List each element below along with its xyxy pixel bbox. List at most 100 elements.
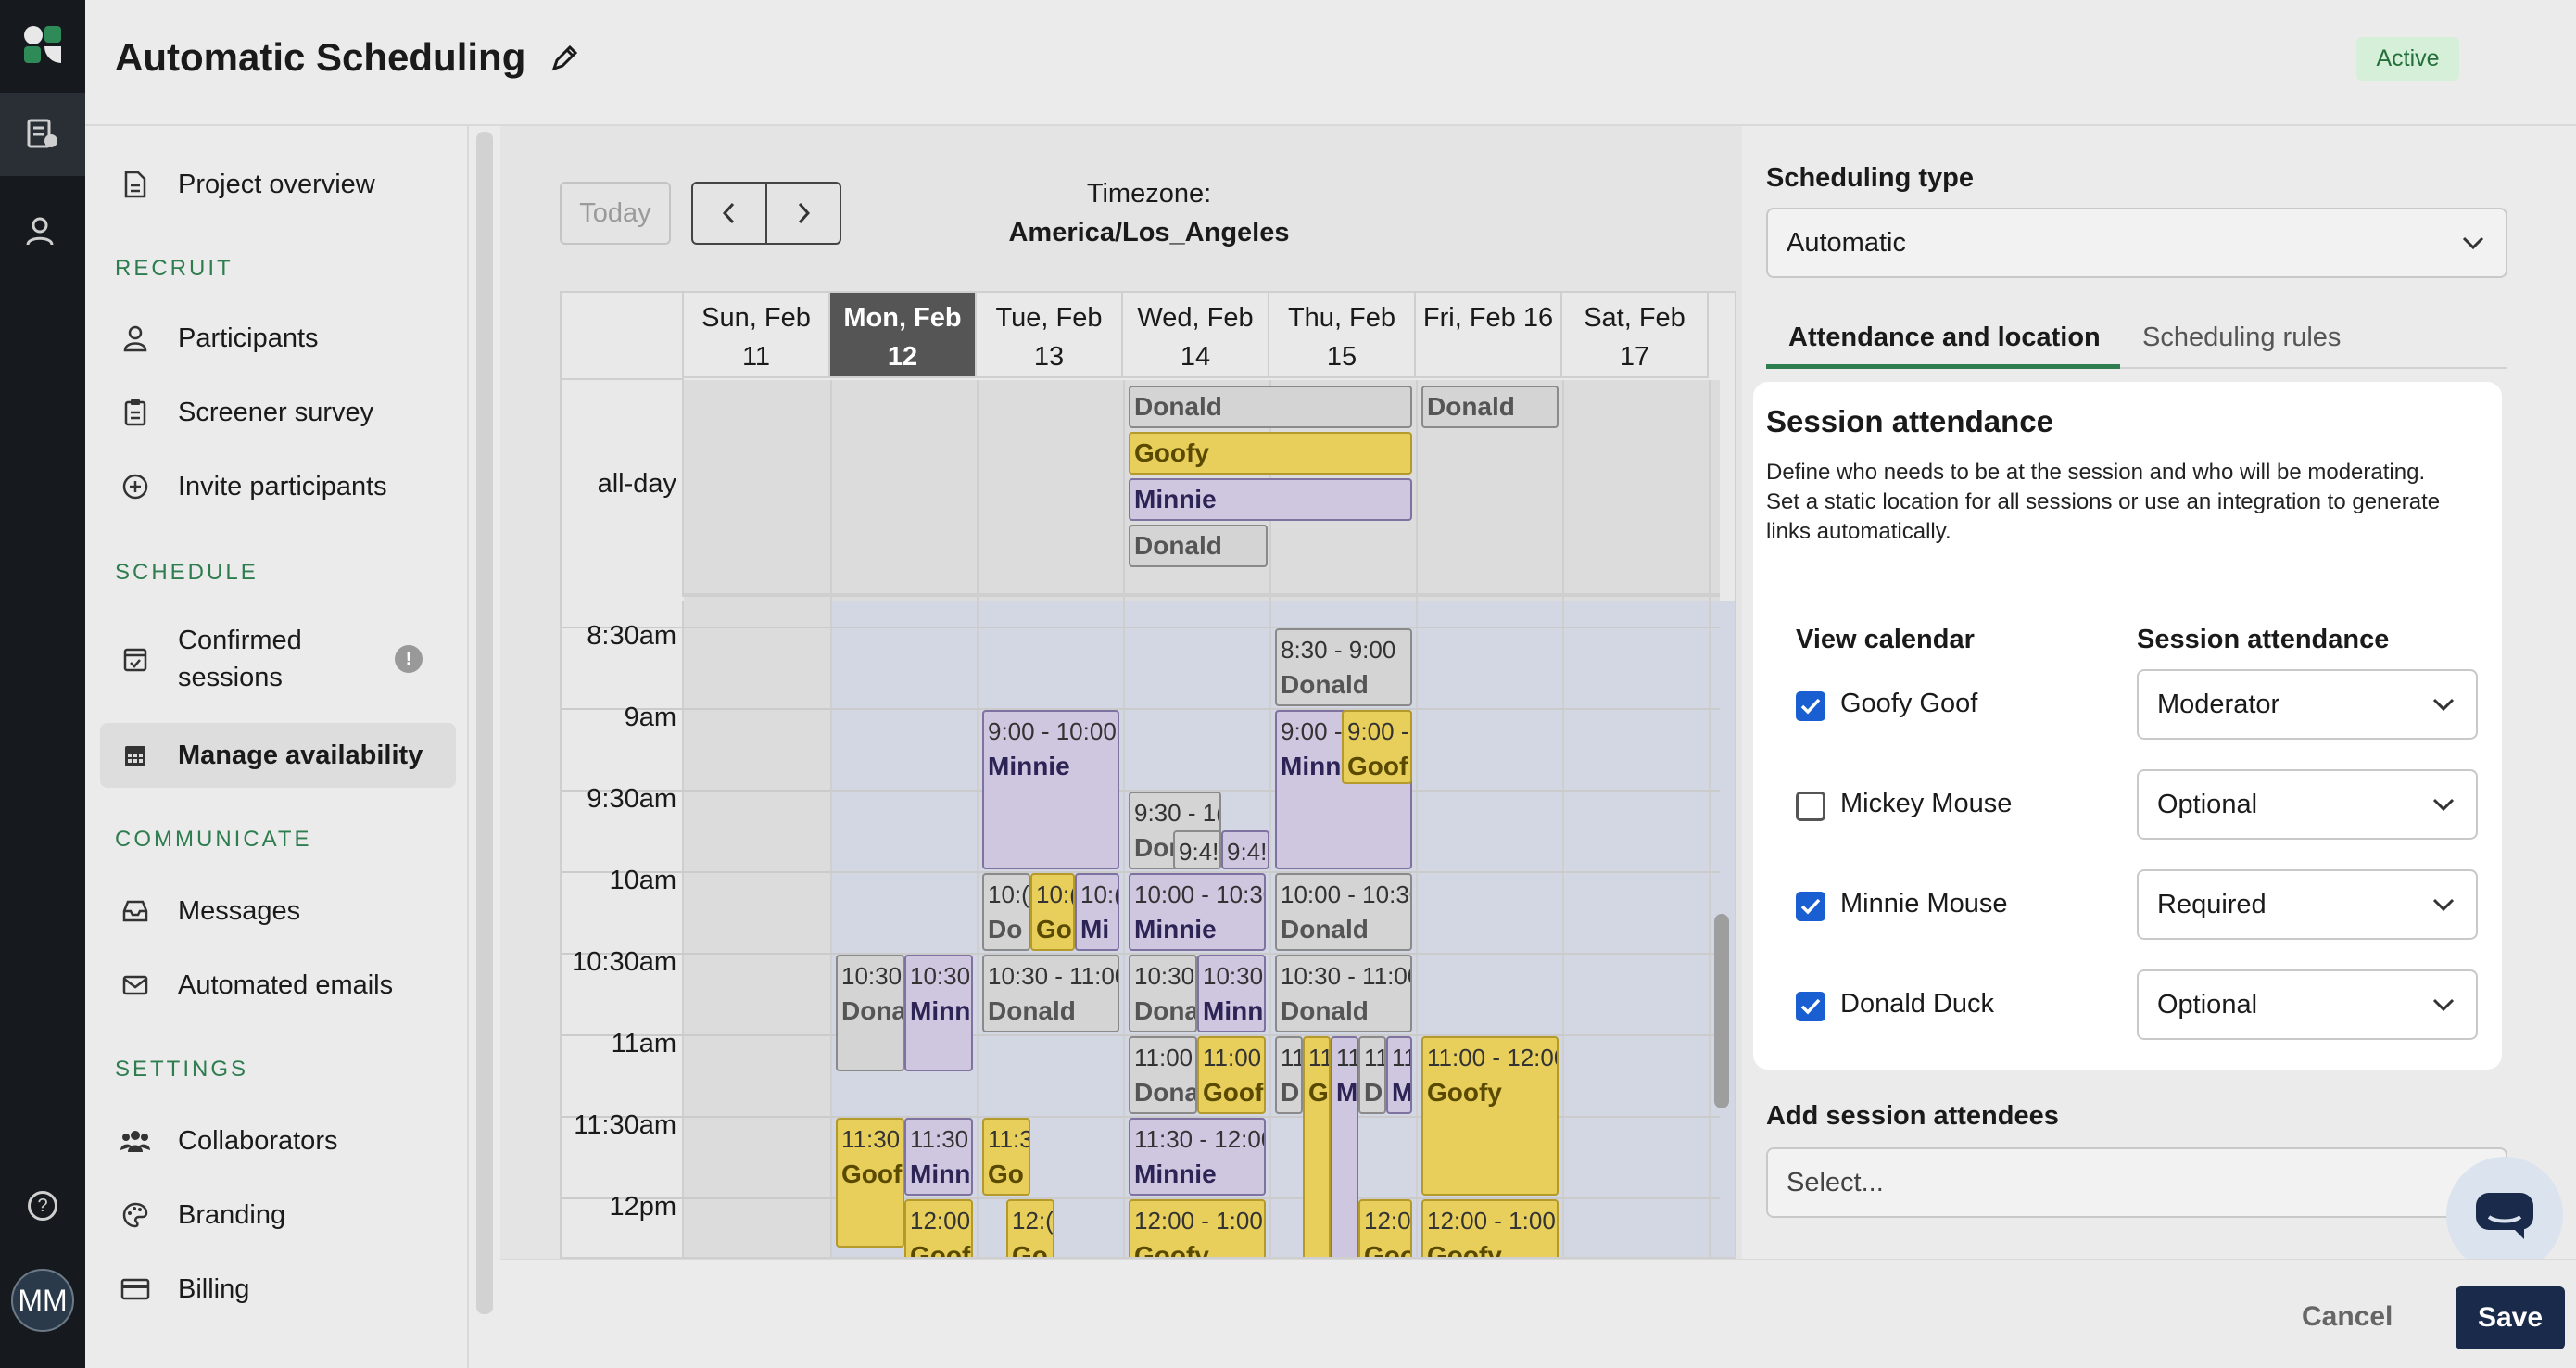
calendar-event[interactable]: 11:30 - 12:00 Minnie: [1129, 1118, 1266, 1196]
corner-cell: [562, 293, 684, 380]
calendar-event[interactable]: 10:( Do: [982, 873, 1030, 951]
plus-circle-icon: [117, 473, 154, 500]
calendar-event[interactable]: 10:30 Minn: [904, 955, 973, 1071]
checkbox-goofy[interactable]: [1796, 691, 1825, 721]
tab-attendance-location[interactable]: Attendance and location: [1766, 319, 2120, 369]
calendar-event[interactable]: 10:(Go: [1030, 873, 1075, 951]
calendar-event[interactable]: 12:0 Goo: [1358, 1199, 1412, 1257]
add-attendees-select[interactable]: Select...: [1766, 1147, 2507, 1218]
sidebar-item-screener-survey[interactable]: Screener survey: [100, 384, 456, 441]
event-time: 10:(: [988, 880, 1029, 908]
calendar-event[interactable]: 12:(Go: [1006, 1199, 1054, 1257]
card-description-line: links automatically.: [1766, 519, 1951, 544]
calendar-event[interactable]: 11 M: [1331, 1036, 1358, 1257]
calendar-event[interactable]: 11:00 Goof: [1197, 1036, 1266, 1114]
prev-week-button[interactable]: [691, 182, 767, 245]
calendar-event[interactable]: 12:00 - 1:00 Goofy: [1421, 1199, 1559, 1257]
allday-event-minnie[interactable]: Minnie: [1129, 478, 1412, 521]
sidebar-item-manage-availability[interactable]: Manage availability: [100, 723, 456, 788]
calendar-event[interactable]: 9:00 - Goof: [1342, 710, 1412, 784]
day-header-wed[interactable]: Wed, Feb 14: [1123, 293, 1269, 378]
day-header-sun[interactable]: Sun, Feb 11: [684, 293, 830, 378]
event-name: Do: [988, 915, 1023, 944]
calendar-event[interactable]: 10:30 Minn: [1197, 955, 1266, 1032]
app-logo[interactable]: [0, 19, 85, 70]
calendar-event[interactable]: 10:(Mi: [1075, 873, 1119, 951]
calendar-event[interactable]: 9:00 - 10:00 Minnie: [982, 710, 1119, 869]
calendar-event[interactable]: 10:30 Dona: [836, 955, 904, 1071]
sidebar-item-automated-emails[interactable]: Automated emails: [100, 956, 456, 1014]
calendar-event[interactable]: 11 D: [1358, 1036, 1386, 1114]
cancel-button[interactable]: Cancel: [2302, 1301, 2393, 1332]
sidebar-item-invite-participants[interactable]: Invite participants: [100, 458, 456, 515]
time-label: 11am: [611, 1029, 676, 1058]
calendar-event[interactable]: 11:00 Dona: [1129, 1036, 1197, 1114]
day-header-tue[interactable]: Tue, Feb 13: [977, 293, 1123, 378]
save-button[interactable]: Save: [2456, 1286, 2565, 1349]
calendar-event[interactable]: 11 M: [1386, 1036, 1412, 1114]
allday-event-donald[interactable]: Donald: [1129, 525, 1268, 567]
attendance-select-donald[interactable]: Optional: [2137, 969, 2478, 1040]
calendar-event[interactable]: 10:00 - 10:30 Donald: [1275, 873, 1412, 951]
sidebar-item-confirmed-sessions[interactable]: Confirmed sessions !: [100, 617, 456, 701]
allday-event-donald[interactable]: Donald: [1129, 386, 1412, 428]
sidebar-item-project-overview[interactable]: Project overview: [100, 156, 456, 213]
calendar-event[interactable]: 9:4!: [1221, 830, 1269, 869]
day-header-thu[interactable]: Thu, Feb 15: [1269, 293, 1416, 378]
checkbox-donald[interactable]: [1796, 992, 1825, 1021]
calendar-event[interactable]: 10:30 - 11:00 Donald: [982, 955, 1119, 1032]
calendar-event[interactable]: 10:00 - 10:30 Minnie: [1129, 873, 1266, 951]
calendar-event[interactable]: 11 D: [1275, 1036, 1303, 1114]
calendar-event[interactable]: 11:3 Go: [982, 1118, 1030, 1196]
sidebar-item-collaborators[interactable]: Collaborators: [100, 1112, 456, 1170]
allday-event-goofy[interactable]: Goofy: [1129, 432, 1412, 475]
checkbox-mickey[interactable]: [1796, 792, 1825, 821]
sidebar-item-messages[interactable]: Messages: [100, 882, 456, 940]
tab-label: Scheduling rules: [2142, 323, 2342, 352]
scheduling-type-select[interactable]: Automatic: [1766, 208, 2507, 278]
day-header-line1: Fri, Feb 16: [1422, 303, 1554, 333]
help-icon[interactable]: ?: [0, 1183, 85, 1229]
column-header-view-calendar: View calendar: [1796, 625, 1975, 654]
sidebar-item-label-line1: Confirmed: [178, 626, 302, 655]
edit-title-icon[interactable]: [549, 43, 580, 79]
calendar-event[interactable]: 9:4!: [1173, 830, 1221, 869]
attendance-select-mickey[interactable]: Optional: [2137, 769, 2478, 840]
projects-nav-icon[interactable]: [0, 93, 85, 176]
checkbox-minnie[interactable]: [1796, 892, 1825, 921]
calendar-event[interactable]: 12:00 Goof: [904, 1199, 973, 1257]
calendar-event[interactable]: 10:30 Dona: [1129, 955, 1197, 1032]
sidebar-scrollbar[interactable]: [476, 132, 493, 1314]
calendar-event[interactable]: 11:00 - 12:00 Goofy: [1421, 1036, 1559, 1196]
sidebar-item-label: Manage availability: [178, 740, 423, 770]
people-nav-icon[interactable]: [0, 206, 85, 258]
today-button[interactable]: Today: [560, 182, 671, 245]
calendar-event[interactable]: 8:30 - 9:00 Donald: [1275, 628, 1412, 706]
calendar-event[interactable]: 12:00 - 1:00 Goofy: [1129, 1199, 1266, 1257]
next-week-button[interactable]: [765, 182, 841, 245]
document-icon: [117, 171, 154, 198]
allday-event-donald[interactable]: Donald: [1421, 386, 1559, 428]
sidebar-item-branding[interactable]: Branding: [100, 1186, 456, 1244]
avatar[interactable]: MM: [0, 1268, 85, 1333]
sidebar-item-billing[interactable]: Billing: [100, 1260, 456, 1318]
calendar-event[interactable]: 11:30 Goof: [836, 1118, 904, 1248]
day-header-fri[interactable]: Fri, Feb 16: [1416, 293, 1562, 378]
page-header: Automatic Scheduling Active: [85, 0, 2576, 126]
chat-widget-button[interactable]: [2446, 1157, 2563, 1273]
grid-line: [1416, 380, 1418, 1257]
calendar-event[interactable]: 11:30 Minn: [904, 1118, 973, 1196]
calendar-scrollbar[interactable]: [1714, 914, 1729, 1108]
attendance-select-minnie[interactable]: Required: [2137, 869, 2478, 940]
event-time: 11:00 - 12:00: [1427, 1044, 1559, 1071]
sidebar-item-label: Invite participants: [178, 471, 387, 501]
attendance-select-goofy[interactable]: Moderator: [2137, 669, 2478, 740]
day-header-line1: Sun, Feb: [701, 303, 811, 333]
calendar-event[interactable]: 10:30 - 11:00 Donald: [1275, 955, 1412, 1032]
calendar-event[interactable]: 11 G: [1303, 1036, 1331, 1257]
sidebar-item-participants[interactable]: Participants: [100, 310, 456, 367]
tab-scheduling-rules[interactable]: Scheduling rules: [2142, 323, 2341, 353]
event-name: G: [1308, 1078, 1329, 1107]
day-header-sat[interactable]: Sat, Feb 17: [1562, 293, 1709, 378]
day-header-mon[interactable]: Mon, Feb 12: [830, 293, 977, 378]
